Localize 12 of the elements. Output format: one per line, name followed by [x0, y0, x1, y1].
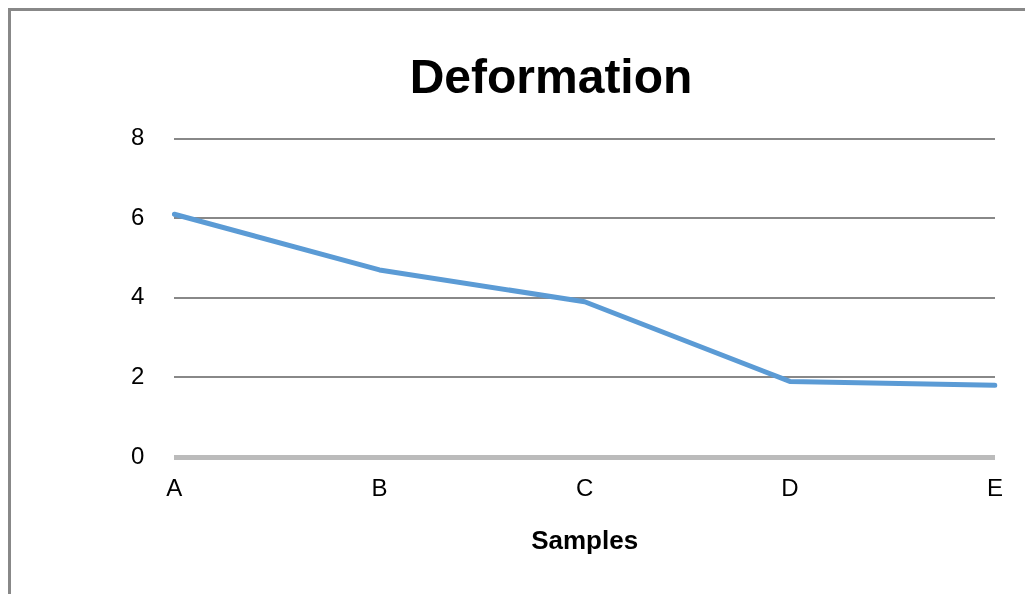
- y-tick-label: 6: [130, 202, 145, 230]
- y-tick-label: 2: [130, 362, 145, 390]
- y-tick-label: 0: [130, 441, 145, 469]
- chart-title: Deformation: [409, 50, 693, 104]
- y-tick-label: 8: [130, 123, 145, 151]
- x-tick-label: D: [781, 474, 799, 502]
- x-tick-label: E: [986, 474, 1003, 502]
- x-tick-label: A: [166, 474, 183, 502]
- x-tick-label: C: [576, 474, 594, 502]
- x-axis-title: Samples: [531, 524, 639, 555]
- x-tick-label: B: [371, 474, 388, 502]
- y-tick-label: 4: [130, 282, 145, 310]
